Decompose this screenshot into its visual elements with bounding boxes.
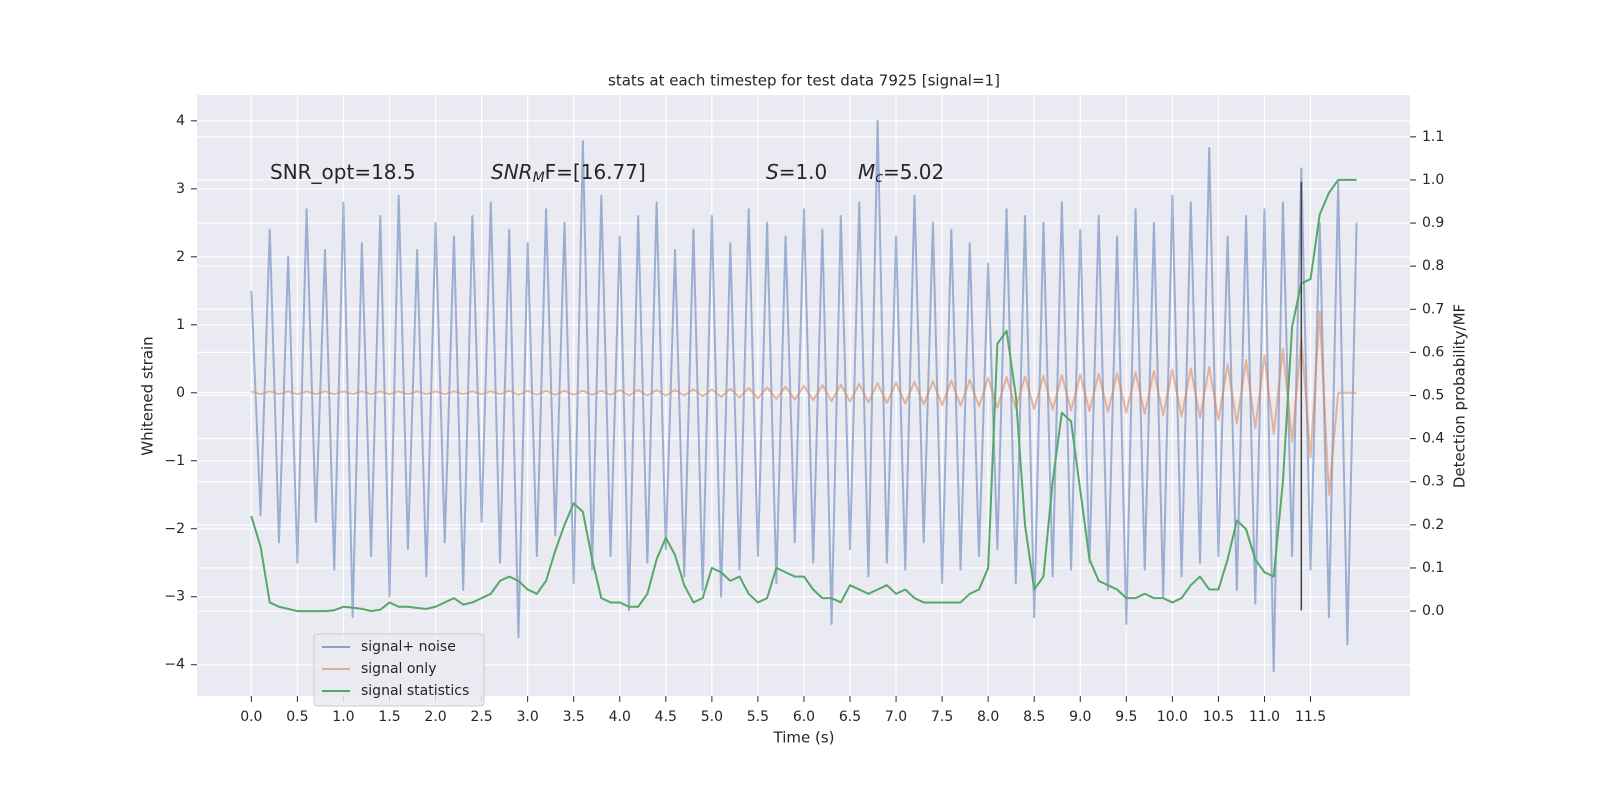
x-tick-label: 7.5: [931, 709, 953, 725]
x-tick-label: 2.0: [424, 709, 446, 725]
y-axis-label: Whitened strain: [139, 336, 157, 455]
y2-tick-label: 1.0: [1422, 172, 1444, 188]
x-tick-label: 11.0: [1249, 709, 1280, 725]
y2-tick-label: 0.5: [1422, 388, 1444, 404]
annotation-part: =5.02: [883, 160, 944, 184]
y2-axis-label: Detection probability/MF: [1451, 304, 1469, 488]
y-tick-label: −4: [164, 657, 185, 673]
y2-tick-label: 0.4: [1422, 431, 1444, 447]
x-tick-label: 5.0: [701, 709, 723, 725]
y-tick-label: −1: [164, 453, 185, 469]
y-tick-label: 3: [176, 181, 185, 197]
x-tick-label: 6.5: [839, 709, 861, 725]
x-tick-label: 8.0: [977, 709, 999, 725]
y2-tick-label: 0.1: [1422, 560, 1444, 576]
annotation-part: F=[16.77]: [545, 160, 646, 184]
annotation: Mc=5.02: [858, 160, 944, 187]
y-tick-label: −3: [164, 589, 185, 605]
x-tick-label: 2.5: [470, 709, 492, 725]
x-axis-label: Time (s): [773, 729, 835, 747]
y-tick-label: 0: [176, 385, 185, 401]
legend-label: signal+ noise: [361, 639, 456, 655]
annotation-part: S: [766, 160, 779, 184]
x-tick-label: 8.5: [1023, 709, 1045, 725]
y-tick-label: 4: [176, 113, 185, 129]
annotation-part: SNR_opt=18.5: [270, 160, 416, 184]
x-tick-label: 4.0: [609, 709, 631, 725]
annotation-part: c: [875, 170, 883, 186]
x-tick-label: 4.5: [655, 709, 677, 725]
annotation-part: M: [533, 170, 545, 186]
x-tick-label: 7.0: [885, 709, 907, 725]
x-tick-label: 0.5: [286, 709, 308, 725]
x-tick-label: 10.0: [1157, 709, 1188, 725]
series-line: [250, 119, 1358, 673]
x-tick-label: 1.5: [378, 709, 400, 725]
y2-tick-label: 1.1: [1422, 129, 1444, 145]
chart-title: stats at each timestep for test data 792…: [608, 72, 1000, 90]
series-line: [251, 310, 1357, 496]
x-tick-label: 9.5: [1115, 709, 1137, 725]
y2-tick-label: 0.6: [1422, 344, 1444, 360]
x-tick-label: 11.5: [1295, 709, 1326, 725]
annotation-part: M: [858, 160, 875, 184]
x-tick-label: 9.0: [1069, 709, 1091, 725]
x-tick-label: 3.0: [517, 709, 539, 725]
y2-tick-label: 0.2: [1422, 517, 1444, 533]
legend-frame: [313, 633, 485, 707]
legend: signal+ noise signal only signal statistic…: [313, 633, 485, 707]
x-tick-label: 0.0: [240, 709, 262, 725]
annotation: SNRMF=[16.77]: [491, 160, 646, 187]
annotation: SNR_opt=18.5: [270, 160, 416, 184]
x-tick-label: 5.5: [747, 709, 769, 725]
annotation-part: =1.0: [779, 160, 828, 184]
y2-tick-label: 0.7: [1422, 301, 1444, 317]
x-tick-label: 1.0: [332, 709, 354, 725]
y2-tick-label: 0.3: [1422, 474, 1444, 490]
legend-label: signal statistics: [361, 683, 469, 699]
annotation-part: SNR: [491, 160, 533, 184]
y2-tick-label: 0.0: [1422, 603, 1444, 619]
x-tick-label: 6.0: [793, 709, 815, 725]
y2-tick-label: 0.8: [1422, 258, 1444, 274]
x-tick-label: 10.5: [1203, 709, 1234, 725]
y-tick-label: 1: [176, 317, 185, 333]
series-line: [250, 178, 1357, 613]
annotation: S=1.0: [766, 160, 827, 184]
legend-label: signal only: [361, 661, 436, 677]
y2-tick-label: 0.9: [1422, 215, 1444, 231]
x-tick-label: 3.5: [563, 709, 585, 725]
y-tick-label: 2: [176, 249, 185, 265]
y-tick-label: −2: [164, 521, 185, 537]
